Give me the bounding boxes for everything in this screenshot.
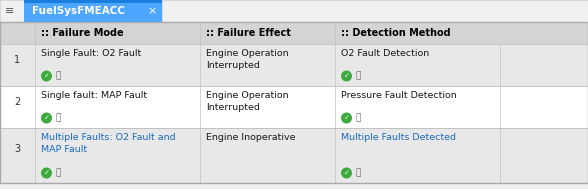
Text: Engine Operation
Interrupted: Engine Operation Interrupted — [206, 91, 289, 112]
Text: Pressure Fault Detection: Pressure Fault Detection — [341, 91, 457, 100]
Text: ✓: ✓ — [44, 170, 49, 176]
Circle shape — [341, 167, 352, 178]
Text: ⛓: ⛓ — [55, 71, 61, 81]
Circle shape — [41, 167, 52, 178]
Text: 2: 2 — [14, 97, 21, 107]
Circle shape — [341, 112, 352, 123]
Text: ⛓: ⛓ — [355, 169, 360, 177]
Text: Single Fault: O2 Fault: Single Fault: O2 Fault — [41, 49, 141, 58]
Text: Single fault: MAP Fault: Single fault: MAP Fault — [41, 91, 147, 100]
Text: Multiple Faults Detected: Multiple Faults Detected — [341, 133, 456, 142]
Text: ⛓: ⛓ — [55, 114, 61, 122]
Bar — [24, 0, 162, 22]
Bar — [0, 22, 588, 44]
Circle shape — [41, 112, 52, 123]
Text: ⛓: ⛓ — [355, 71, 360, 81]
Bar — [0, 22, 588, 183]
Text: ≡: ≡ — [5, 6, 14, 16]
Text: ×: × — [148, 6, 156, 16]
Text: ✓: ✓ — [44, 115, 49, 121]
Text: O2 Fault Detection: O2 Fault Detection — [341, 49, 429, 58]
Bar — [0, 44, 588, 86]
Text: ✓: ✓ — [343, 115, 349, 121]
Text: Multiple Faults: O2 Fault and
MAP Fault: Multiple Faults: O2 Fault and MAP Fault — [41, 133, 176, 154]
Bar — [0, 0, 588, 22]
Circle shape — [41, 70, 52, 81]
Text: Engine Operation
Interrupted: Engine Operation Interrupted — [206, 49, 289, 70]
Circle shape — [341, 70, 352, 81]
Text: ⛓: ⛓ — [355, 114, 360, 122]
Text: FuelSysFMEACC: FuelSysFMEACC — [32, 6, 125, 16]
Text: 3: 3 — [15, 144, 21, 154]
Bar — [0, 128, 588, 183]
Text: ✓: ✓ — [44, 73, 49, 79]
Bar — [24, 0, 162, 2]
Bar — [0, 86, 588, 128]
Text: ⛓: ⛓ — [55, 169, 61, 177]
Text: ✓: ✓ — [343, 73, 349, 79]
Text: :: Detection Method: :: Detection Method — [341, 28, 450, 38]
Bar — [0, 22, 588, 183]
Text: ✓: ✓ — [343, 170, 349, 176]
Text: :: Failure Mode: :: Failure Mode — [41, 28, 123, 38]
Text: :: Failure Effect: :: Failure Effect — [206, 28, 291, 38]
Text: 1: 1 — [15, 55, 21, 65]
Text: Engine Inoperative: Engine Inoperative — [206, 133, 296, 142]
